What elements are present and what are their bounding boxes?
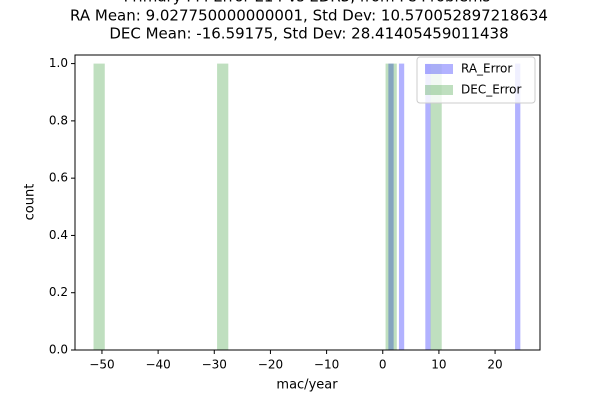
y-tick-label: 1.0	[49, 56, 68, 70]
bar	[385, 63, 397, 351]
x-tick-label: −20	[258, 358, 283, 372]
y-tick-label: 0.2	[49, 285, 68, 299]
bar	[425, 63, 431, 351]
legend-label: DEC_Error	[461, 83, 522, 97]
bar	[388, 63, 394, 351]
y-tick-label: 0.6	[49, 171, 68, 185]
x-tick-label: 20	[487, 358, 502, 372]
x-tick-label: 10	[431, 358, 446, 372]
chart-title: Primary PM Error E14 vs EDR3, from Fe Pr…	[124, 0, 491, 6]
legend-label: RA_Error	[461, 62, 512, 76]
chart-subtitle: DEC Mean: -16.59175, Std Dev: 28.4140545…	[109, 25, 508, 43]
bar	[398, 63, 405, 351]
legend-swatch	[425, 85, 453, 95]
x-tick-label: −40	[145, 358, 170, 372]
chart-subtitle: RA Mean: 9.027750000000001, Std Dev: 10.…	[70, 7, 548, 25]
legend-swatch	[425, 64, 453, 74]
bar	[93, 63, 105, 351]
bar	[515, 63, 521, 351]
x-tick-label: −30	[202, 358, 227, 372]
bar	[430, 63, 442, 351]
bar	[217, 63, 229, 351]
x-tick-label: −10	[314, 358, 339, 372]
x-tick-label: 0	[379, 358, 387, 372]
y-axis-label: count	[23, 184, 38, 221]
y-tick-label: 0.8	[49, 113, 68, 127]
y-tick-label: 0.4	[49, 228, 68, 242]
x-axis-label: mac/year	[276, 378, 338, 393]
x-tick-label: −50	[89, 358, 114, 372]
y-tick-label: 0.0	[49, 343, 68, 357]
legend-box	[416, 56, 536, 104]
plot-frame	[74, 54, 541, 351]
